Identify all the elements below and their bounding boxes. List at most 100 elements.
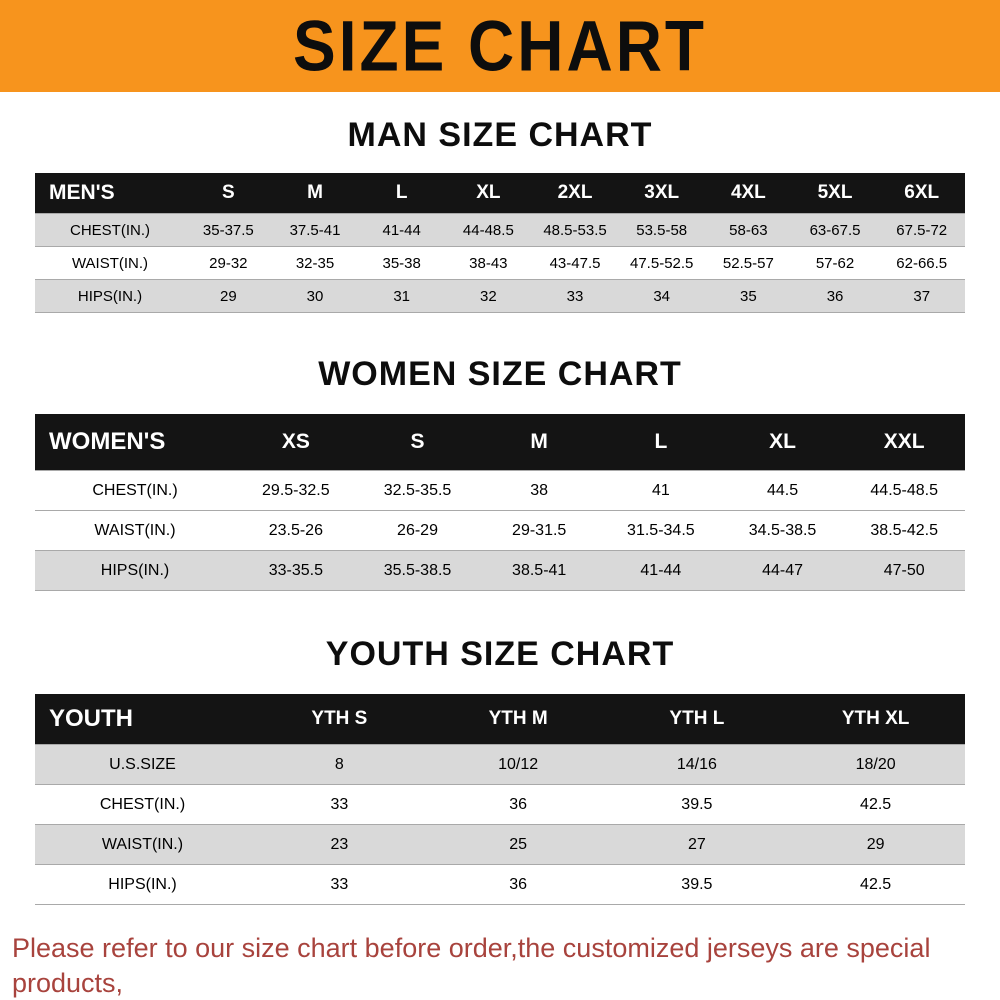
table-cell: 14/16	[676, 755, 717, 773]
size-column-header: YTH L	[669, 708, 725, 729]
table-header-row: MEN'S S M L XL 2XL 3XL 4XL 5XL 6XL	[35, 173, 965, 213]
size-column-header: YTH S	[311, 708, 368, 729]
table-cell: 29-32	[209, 254, 248, 272]
table-cell: 47-50	[883, 561, 925, 579]
table-cell: 33	[566, 287, 584, 305]
size-column-header: YTH XL	[841, 708, 910, 729]
row-label: CHEST(IN.)	[70, 221, 150, 239]
table-cell: 57-62	[815, 254, 855, 272]
row-label: WAIST(IN.)	[101, 835, 184, 853]
table-cell: 38	[530, 481, 549, 499]
table-cell: 26-29	[397, 521, 438, 539]
size-column-header: YTH M	[488, 708, 548, 729]
row-label: CHEST(IN.)	[92, 481, 178, 499]
table-row: CHEST(IN.) 35-37.5 37.5-41 41-44 44-48.5 48.5…	[35, 213, 965, 246]
row-label: U.S.SIZE	[109, 755, 176, 773]
table-cell: 44-48.5	[462, 221, 514, 239]
table-cell: 34	[653, 287, 671, 305]
table-corner-label: YOUTH	[49, 705, 133, 732]
table-cell: 43-47.5	[549, 254, 601, 272]
size-column-header: M	[307, 182, 323, 203]
size-column-header: 2XL	[557, 182, 593, 203]
table-cell: 36	[509, 795, 528, 813]
size-chart-banner: SIZE CHART	[0, 0, 1000, 92]
table-cell: 23	[330, 835, 349, 853]
table-cell: 35	[740, 287, 757, 305]
size-column-header: 6XL	[904, 182, 940, 203]
table-cell: 29.5-32.5	[262, 481, 330, 499]
table-cell: 27	[687, 835, 706, 853]
table-corner-label: MEN'S	[49, 181, 115, 204]
table-cell: 10/12	[498, 755, 539, 773]
table-cell: 30	[306, 287, 324, 305]
table-cell: 41-44	[382, 221, 421, 239]
table-cell: 42.5	[860, 875, 892, 893]
table-cell: 67.5-72	[896, 221, 948, 239]
size-column-header: 5XL	[817, 182, 853, 203]
table-cell: 25	[509, 835, 528, 853]
table-cell: 29	[219, 287, 237, 305]
table-cell: 37.5-41	[289, 221, 341, 239]
men-size-table: MEN'S S M L XL 2XL 3XL 4XL 5XL 6XL CHEST(IN.) 35-37…	[35, 173, 965, 313]
row-label: WAIST(IN.)	[94, 521, 176, 539]
table-cell: 35-38	[382, 254, 421, 272]
table-cell: 29-31.5	[512, 521, 567, 539]
table-cell: 31	[393, 287, 411, 305]
table-cell: 44.5	[766, 481, 799, 499]
table-row: HIPS(IN.) 33-35.5 35.5-38.5 38.5-41 41-44 44-…	[35, 550, 965, 590]
table-cell: 38.5-42.5	[870, 521, 938, 539]
size-column-header: L	[395, 182, 408, 203]
size-column-header: M	[530, 430, 548, 453]
women-section-heading: WOMEN SIZE CHART	[318, 355, 682, 393]
table-cell: 41	[651, 481, 670, 499]
table-row: CHEST(IN.) 29.5-32.5 32.5-35.5 38 41 44.5 44.5…	[35, 470, 965, 510]
row-label: CHEST(IN.)	[99, 795, 186, 813]
table-cell: 32-35	[295, 254, 335, 272]
row-label: WAIST(IN.)	[71, 254, 149, 272]
table-cell: 34.5-38.5	[748, 521, 817, 539]
table-cell: 8	[334, 755, 344, 773]
size-column-header: L	[654, 430, 668, 453]
table-cell: 58-63	[729, 221, 768, 239]
table-cell: 39.5	[681, 875, 713, 893]
table-cell: 33	[330, 795, 349, 813]
row-label: HIPS(IN.)	[77, 287, 143, 305]
table-cell: 38.5-41	[512, 561, 567, 579]
size-column-header: S	[410, 430, 425, 453]
table-cell: 32.5-35.5	[383, 481, 452, 499]
men-section-heading: MAN SIZE CHART	[347, 116, 653, 154]
size-column-header: 4XL	[730, 182, 766, 203]
table-row: WAIST(IN.) 23 25 27 29	[35, 824, 965, 864]
table-cell: 35-37.5	[202, 221, 254, 239]
table-cell: 38-43	[469, 254, 508, 272]
table-cell: 44.5-48.5	[870, 481, 938, 499]
table-cell: 18/20	[855, 755, 896, 773]
table-cell: 39.5	[681, 795, 713, 813]
order-policy-note: Please refer to our size chart before or…	[12, 931, 990, 1000]
table-cell: 31.5-34.5	[627, 521, 695, 539]
size-column-header: 3XL	[644, 182, 680, 203]
table-cell: 48.5-53.5	[543, 221, 607, 239]
table-cell: 33-35.5	[268, 561, 323, 579]
table-row: CHEST(IN.) 33 36 39.5 42.5	[35, 784, 965, 824]
table-cell: 37	[913, 287, 931, 305]
table-cell: 35.5-38.5	[383, 561, 452, 579]
youth-section-heading: YOUTH SIZE CHART	[325, 635, 675, 673]
size-column-header: XL	[769, 430, 796, 453]
table-cell: 33	[330, 875, 349, 893]
row-label: HIPS(IN.)	[100, 561, 170, 579]
table-corner-label: WOMEN'S	[49, 428, 166, 455]
table-cell: 42.5	[860, 795, 892, 813]
table-header-row: WOMEN'S XS S M L XL XXL	[35, 414, 965, 470]
page-title: SIZE CHART	[293, 5, 707, 87]
size-column-header: S	[221, 182, 235, 203]
table-cell: 44-47	[762, 561, 803, 579]
table-cell: 41-44	[640, 561, 682, 579]
table-cell: 63-67.5	[809, 221, 861, 239]
row-label: HIPS(IN.)	[108, 875, 177, 893]
women-size-table: WOMEN'S XS S M L XL XXL CHEST(IN.) 29.5-32.5 32.5…	[35, 414, 965, 591]
size-column-header: XS	[281, 430, 310, 453]
table-cell: 36	[509, 875, 528, 893]
table-cell: 29	[866, 835, 885, 853]
table-cell: 47.5-52.5	[630, 254, 694, 272]
